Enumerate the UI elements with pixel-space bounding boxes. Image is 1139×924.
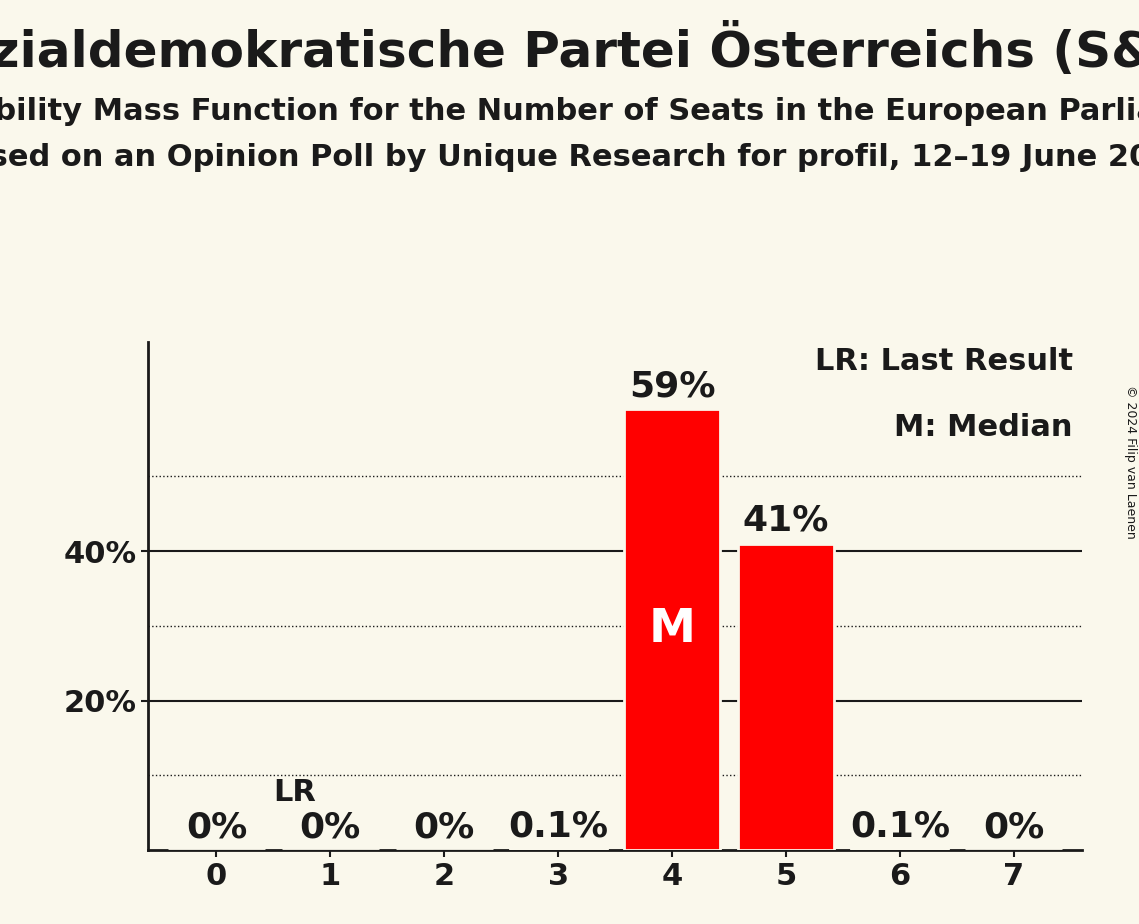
Text: 0%: 0% bbox=[186, 810, 247, 845]
Text: 0.1%: 0.1% bbox=[850, 809, 950, 844]
Text: 41%: 41% bbox=[743, 504, 829, 538]
Text: LR: LR bbox=[273, 778, 317, 807]
Text: Based on an Opinion Poll by Unique Research for profil, 12–19 June 2024: Based on an Opinion Poll by Unique Resea… bbox=[0, 143, 1139, 172]
Text: 0%: 0% bbox=[983, 810, 1044, 845]
Text: 0%: 0% bbox=[300, 810, 361, 845]
Text: 59%: 59% bbox=[629, 370, 715, 403]
Text: M: Median: M: Median bbox=[894, 413, 1073, 442]
Text: 0%: 0% bbox=[413, 810, 475, 845]
Text: Probability Mass Function for the Number of Seats in the European Parliament: Probability Mass Function for the Number… bbox=[0, 97, 1139, 126]
Bar bbox=[738, 543, 834, 850]
Text: © 2024 Filip van Laenen: © 2024 Filip van Laenen bbox=[1124, 385, 1137, 539]
Text: M: M bbox=[648, 607, 696, 652]
Bar bbox=[624, 409, 721, 850]
Text: Sozialdemokratische Partei Österreichs (S&D): Sozialdemokratische Partei Österreichs (… bbox=[0, 23, 1139, 77]
Text: LR: Last Result: LR: Last Result bbox=[814, 346, 1073, 376]
Text: 0.1%: 0.1% bbox=[508, 809, 608, 844]
